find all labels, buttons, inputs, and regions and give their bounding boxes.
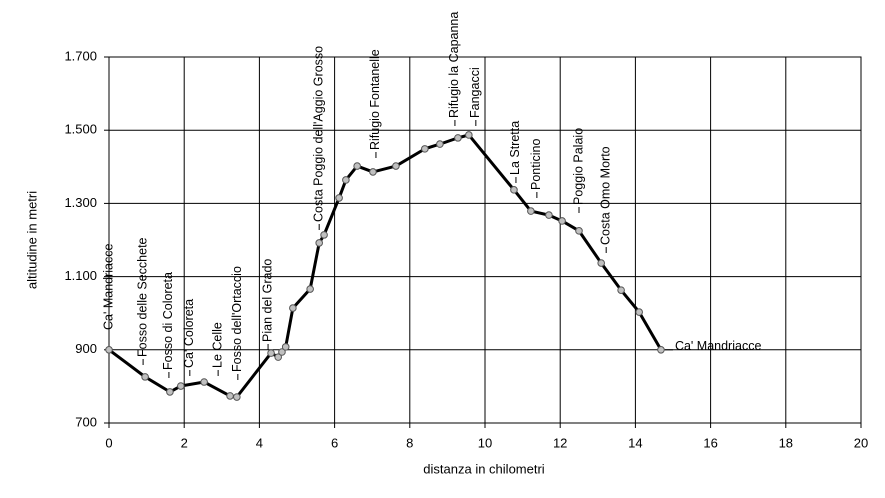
marker bbox=[545, 211, 553, 219]
point-label: Ca' Mandriacce bbox=[675, 339, 761, 353]
marker bbox=[657, 346, 665, 354]
marker bbox=[558, 217, 566, 225]
y-tick-label: 1.100 bbox=[64, 268, 97, 283]
point-label: Fosso dell'Ortaccio bbox=[230, 266, 244, 372]
point-label: Rifugio la Capanna bbox=[447, 12, 461, 118]
point-label: Fosso delle Secchete bbox=[135, 237, 149, 357]
point-label: Rifugio Fontanelle bbox=[368, 49, 382, 150]
x-axis-title: distanza in chilometri bbox=[423, 461, 544, 476]
x-tick-label: 6 bbox=[331, 435, 338, 450]
y-tick-label: 1.500 bbox=[64, 122, 97, 137]
point-label: Ponticino bbox=[529, 139, 543, 190]
point-label: Fosso di Coloreta bbox=[161, 272, 175, 370]
marker bbox=[320, 231, 328, 239]
marker bbox=[289, 304, 297, 312]
marker bbox=[233, 393, 241, 401]
marker bbox=[177, 382, 185, 390]
point-label: Costa Omo Morto bbox=[598, 146, 612, 245]
marker bbox=[597, 259, 605, 267]
marker bbox=[635, 308, 643, 316]
point-label: Pian del Grado bbox=[260, 259, 274, 342]
y-tick-label: 900 bbox=[75, 341, 97, 356]
x-tick-label: 12 bbox=[553, 435, 567, 450]
marker bbox=[226, 392, 234, 400]
marker bbox=[369, 168, 377, 176]
marker bbox=[510, 186, 518, 194]
marker bbox=[575, 227, 583, 235]
plot-border bbox=[108, 56, 862, 424]
marker bbox=[617, 286, 625, 294]
point-label: Le Celle bbox=[210, 322, 224, 368]
x-tick-label: 10 bbox=[478, 435, 492, 450]
marker bbox=[335, 194, 343, 202]
x-tick-label: 16 bbox=[703, 435, 717, 450]
y-tick-label: 1.700 bbox=[64, 48, 97, 63]
marker bbox=[353, 162, 361, 170]
marker bbox=[105, 346, 113, 354]
y-tick-label: 700 bbox=[75, 414, 97, 429]
x-tick-label: 20 bbox=[854, 435, 868, 450]
x-tick-label: 2 bbox=[181, 435, 188, 450]
marker bbox=[200, 378, 208, 386]
marker bbox=[306, 285, 314, 293]
marker bbox=[166, 388, 174, 396]
marker bbox=[342, 176, 350, 184]
marker bbox=[454, 134, 462, 142]
marker bbox=[267, 349, 275, 357]
marker bbox=[278, 348, 286, 356]
marker bbox=[281, 343, 290, 351]
point-label: Fangacci bbox=[468, 67, 482, 118]
point-label: Ca' Mandriacce bbox=[101, 244, 115, 330]
marker bbox=[465, 131, 473, 139]
marker bbox=[141, 373, 149, 381]
point-label: Costa Poggio dell'Aggio Grosso bbox=[311, 46, 325, 222]
x-tick-label: 14 bbox=[628, 435, 642, 450]
x-tick-label: 0 bbox=[105, 435, 112, 450]
x-tick-label: 8 bbox=[406, 435, 413, 450]
marker bbox=[315, 239, 323, 247]
y-axis-title: altitudine in metri bbox=[24, 191, 39, 289]
x-tick-label: 4 bbox=[256, 435, 263, 450]
marker bbox=[274, 353, 283, 361]
point-label: La Stretta bbox=[508, 121, 522, 175]
marker bbox=[527, 207, 535, 215]
marker bbox=[421, 145, 429, 153]
point-label: Poggio Palaio bbox=[571, 128, 585, 205]
marker bbox=[392, 162, 400, 170]
point-label: Ca' Coloreta bbox=[182, 299, 196, 368]
x-tick-label: 18 bbox=[779, 435, 793, 450]
marker bbox=[436, 140, 444, 148]
y-tick-label: 1.300 bbox=[64, 195, 97, 210]
